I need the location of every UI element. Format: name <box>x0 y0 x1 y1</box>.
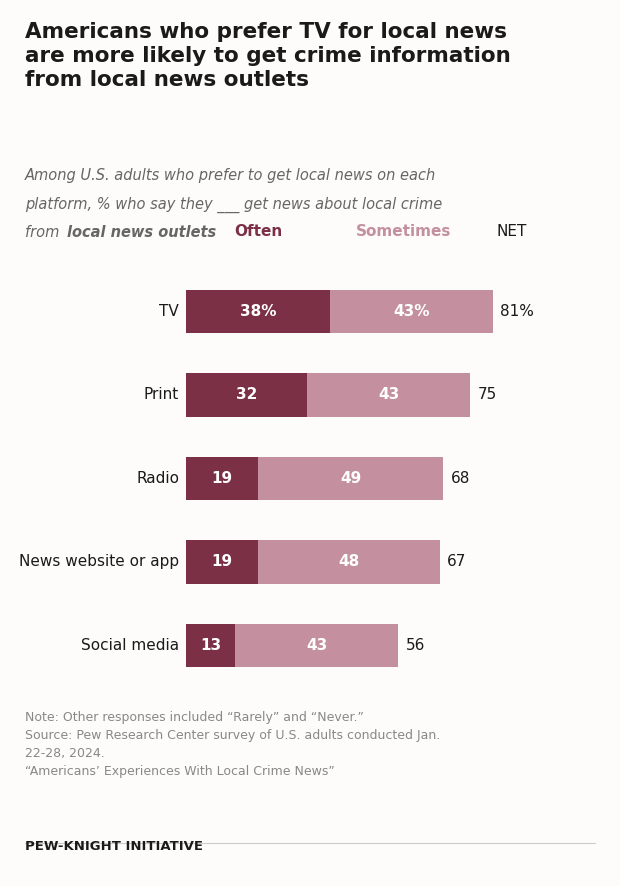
Text: Print: Print <box>144 387 179 402</box>
Text: Radio: Radio <box>136 471 179 486</box>
Text: 81%: 81% <box>500 304 534 319</box>
Text: 49: 49 <box>340 471 361 486</box>
Text: 43: 43 <box>306 638 327 653</box>
Text: Among U.S. adults who prefer to get local news on each: Among U.S. adults who prefer to get loca… <box>25 168 436 183</box>
Text: 32: 32 <box>236 387 257 402</box>
Text: 67: 67 <box>447 555 467 570</box>
Bar <box>186 373 307 416</box>
Text: 19: 19 <box>211 555 232 570</box>
Bar <box>307 373 470 416</box>
Bar <box>186 624 235 667</box>
Text: Sometimes: Sometimes <box>356 224 451 239</box>
Text: 13: 13 <box>200 638 221 653</box>
Bar <box>186 290 330 333</box>
Text: PEW-KNIGHT INITIATIVE: PEW-KNIGHT INITIATIVE <box>25 840 203 853</box>
Text: Americans who prefer TV for local news
are more likely to get crime information
: Americans who prefer TV for local news a… <box>25 22 510 90</box>
Text: NET: NET <box>497 224 527 239</box>
Bar <box>235 624 398 667</box>
Text: 75: 75 <box>477 387 497 402</box>
Text: Often: Often <box>234 224 282 239</box>
Text: local news outlets: local news outlets <box>67 225 216 240</box>
Text: 43: 43 <box>378 387 399 402</box>
Bar <box>330 290 493 333</box>
Text: TV: TV <box>159 304 179 319</box>
Text: Social media: Social media <box>81 638 179 653</box>
Text: 19: 19 <box>211 471 232 486</box>
Text: 48: 48 <box>338 555 360 570</box>
Text: News website or app: News website or app <box>19 555 179 570</box>
Text: 43%: 43% <box>393 304 430 319</box>
Bar <box>186 457 258 500</box>
Text: from: from <box>25 225 64 240</box>
Text: 68: 68 <box>451 471 471 486</box>
Text: Note: Other responses included “Rarely” and “Never.”
Source: Pew Research Center: Note: Other responses included “Rarely” … <box>25 711 440 778</box>
Text: platform, % who say they ___ get news about local crime: platform, % who say they ___ get news ab… <box>25 197 442 213</box>
Bar <box>258 457 443 500</box>
Text: 38%: 38% <box>240 304 276 319</box>
Bar <box>186 540 258 584</box>
Text: 56: 56 <box>405 638 425 653</box>
Bar <box>258 540 440 584</box>
